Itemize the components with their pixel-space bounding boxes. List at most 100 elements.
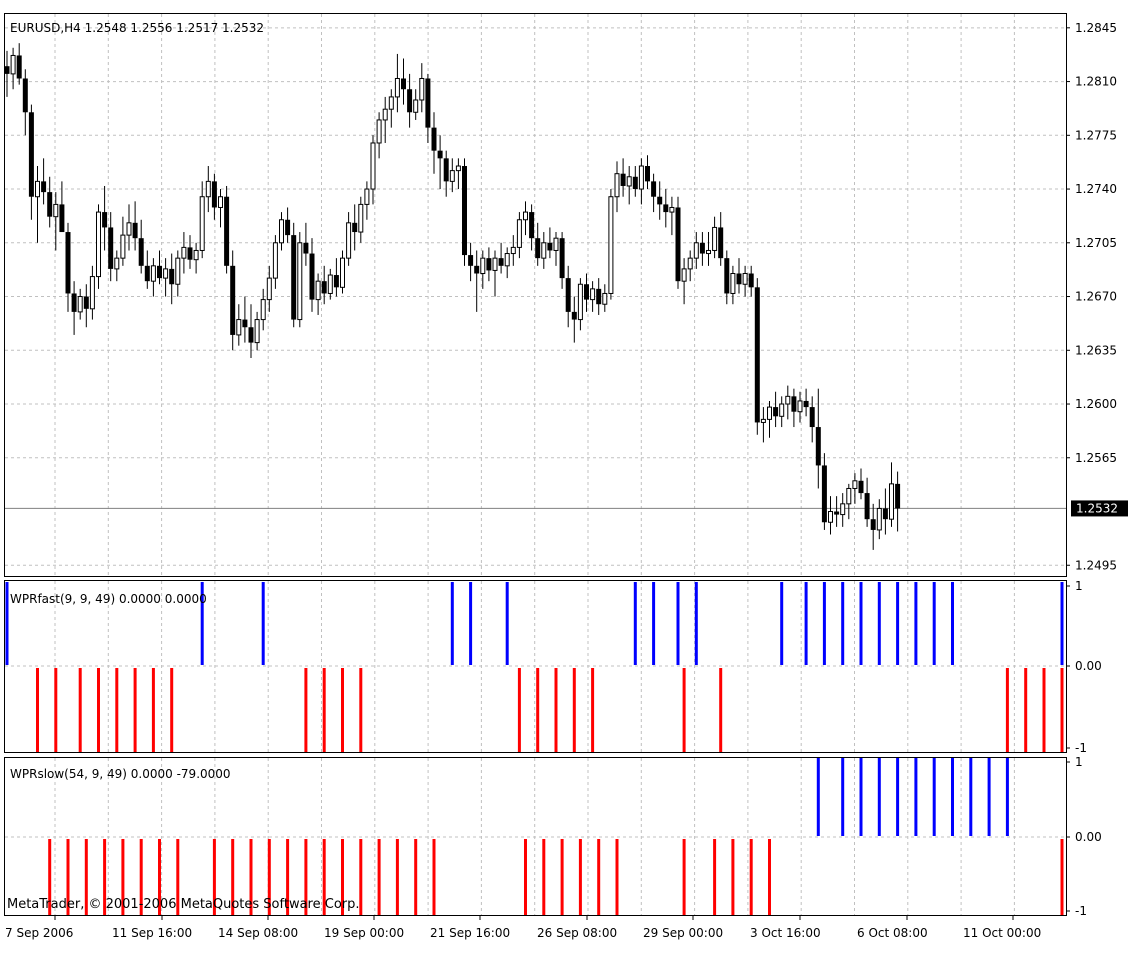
candle-body-up bbox=[516, 219, 522, 248]
candle-body-down bbox=[321, 281, 327, 294]
candle-body-down bbox=[425, 78, 431, 128]
wpr-slow-bar bbox=[560, 839, 564, 915]
candle-body-down bbox=[791, 396, 797, 412]
candle-body-down bbox=[437, 150, 443, 159]
x-tick-label: 19 Sep 00:00 bbox=[324, 926, 404, 940]
wpr-fast-bar bbox=[1060, 668, 1064, 752]
candle-body-up bbox=[760, 418, 766, 423]
candle-body-up bbox=[199, 196, 205, 251]
wpr-slow-bar bbox=[816, 758, 820, 836]
candle-body-down bbox=[102, 212, 108, 228]
candle-body-up bbox=[852, 480, 858, 489]
y-tick-label: 1.2670 bbox=[1075, 290, 1117, 304]
y-tick-label: 1.2635 bbox=[1075, 343, 1117, 357]
wpr-slow-bar bbox=[877, 758, 881, 836]
wpr-slow-bar bbox=[395, 839, 399, 915]
wpr-fast-bar bbox=[322, 668, 326, 752]
wpr-fast-bar bbox=[554, 668, 558, 752]
wpr-slow-bar bbox=[896, 758, 900, 836]
candle-body-up bbox=[254, 319, 260, 344]
candle-body-up bbox=[272, 242, 278, 279]
symbol-title: EURUSD,H4 1.2548 1.2556 1.2517 1.2532 bbox=[10, 21, 264, 35]
wpr-slow-bar bbox=[859, 758, 863, 836]
candle-body-down bbox=[571, 311, 577, 320]
candle-body-down bbox=[468, 255, 474, 266]
wpr-slow-bar bbox=[682, 839, 686, 915]
candle-body-up bbox=[376, 119, 382, 144]
current-price-label: 1.2532 bbox=[1076, 501, 1118, 515]
wpr-slow-bar bbox=[414, 839, 418, 915]
wpr-slow-bar bbox=[322, 839, 326, 915]
y-tick-label: 1.2600 bbox=[1075, 397, 1117, 411]
current-price-tag bbox=[1071, 500, 1128, 517]
candle-body-down bbox=[773, 407, 779, 417]
wpr-fast-bar bbox=[78, 668, 82, 752]
candle-body-down bbox=[41, 181, 47, 193]
wpr-fast-bar bbox=[469, 582, 473, 665]
wpr-slow-bar bbox=[1005, 758, 1009, 836]
candle-body-down bbox=[809, 407, 815, 428]
candle-body-up bbox=[602, 292, 608, 305]
wpr-fast-bar bbox=[115, 668, 119, 752]
wpr-fast-bar bbox=[676, 582, 680, 665]
candle-body-up bbox=[455, 165, 461, 172]
candle-body-down bbox=[754, 287, 760, 423]
wpr-fast-bar bbox=[896, 582, 900, 665]
axes: 1.2845 1.2810 1.2775 1.2740 1.2705 1.2670 1.26… bbox=[5, 21, 1117, 940]
wpr-fast-bar bbox=[359, 668, 363, 752]
candle-body-up bbox=[114, 257, 120, 270]
wpr-fast-bar bbox=[652, 582, 656, 665]
wpr-fast-bar bbox=[780, 582, 784, 665]
candle-body-down bbox=[675, 207, 681, 282]
wpr-slow-bar bbox=[267, 839, 271, 915]
wpr-fast-bar bbox=[536, 668, 540, 752]
wpr-fast-bars bbox=[5, 582, 1064, 752]
candle-body-down bbox=[645, 166, 650, 182]
candle-body-down bbox=[803, 400, 809, 408]
candle-body-up bbox=[785, 395, 791, 405]
wpr-slow-bar bbox=[524, 839, 527, 915]
wpr-fast-bar bbox=[505, 582, 509, 665]
candle-body-down bbox=[882, 508, 888, 520]
candle-body-up bbox=[876, 507, 882, 531]
wpr-slow-bars bbox=[48, 758, 1064, 915]
candle-body-up bbox=[370, 142, 376, 190]
wpr-fast-bar bbox=[1005, 668, 1009, 752]
wpr-fast-bar bbox=[694, 582, 698, 665]
candle-body-down bbox=[230, 265, 236, 335]
candle-body-down bbox=[333, 275, 339, 288]
wpr-slow-bar bbox=[158, 839, 161, 915]
wpr-slow-bar bbox=[951, 758, 954, 836]
wpr-slow-bar bbox=[578, 839, 582, 915]
candle-body-up bbox=[260, 299, 266, 321]
candle-body-up bbox=[626, 176, 632, 187]
wpr-slow-bar bbox=[768, 839, 771, 915]
wpr-fast-bar bbox=[5, 582, 9, 665]
candle-body-down bbox=[632, 176, 638, 190]
candle-body-up bbox=[687, 257, 693, 270]
candle-body-down bbox=[834, 511, 840, 515]
x-tick-label: 3 Oct 16:00 bbox=[750, 926, 821, 940]
y-tick-label: 1.2810 bbox=[1075, 75, 1117, 89]
wpr-slow-bar bbox=[914, 758, 918, 836]
wpr-slow-bar bbox=[103, 839, 107, 915]
candle-body-up bbox=[77, 296, 83, 313]
candle-body-up bbox=[577, 283, 583, 321]
candle-body-up bbox=[510, 246, 516, 255]
candle-body-down bbox=[407, 89, 413, 113]
candle-body-up bbox=[840, 503, 846, 516]
candle-body-up bbox=[279, 219, 284, 244]
wpr-fast-bar bbox=[170, 668, 174, 752]
candle-body-down bbox=[529, 212, 535, 239]
candle-body-up bbox=[614, 173, 620, 198]
candle-body-up bbox=[163, 268, 169, 279]
x-tick-label: 11 Sep 16:00 bbox=[112, 926, 192, 940]
wpr-fast-bar bbox=[633, 582, 637, 665]
candle-body-up bbox=[35, 180, 40, 198]
candle-body-down bbox=[71, 293, 77, 312]
candle-body-up bbox=[53, 203, 59, 218]
candle-body-down bbox=[242, 319, 248, 328]
candle-body-up bbox=[382, 108, 388, 121]
candle-body-up bbox=[10, 54, 16, 75]
candle-body-down bbox=[83, 296, 89, 309]
